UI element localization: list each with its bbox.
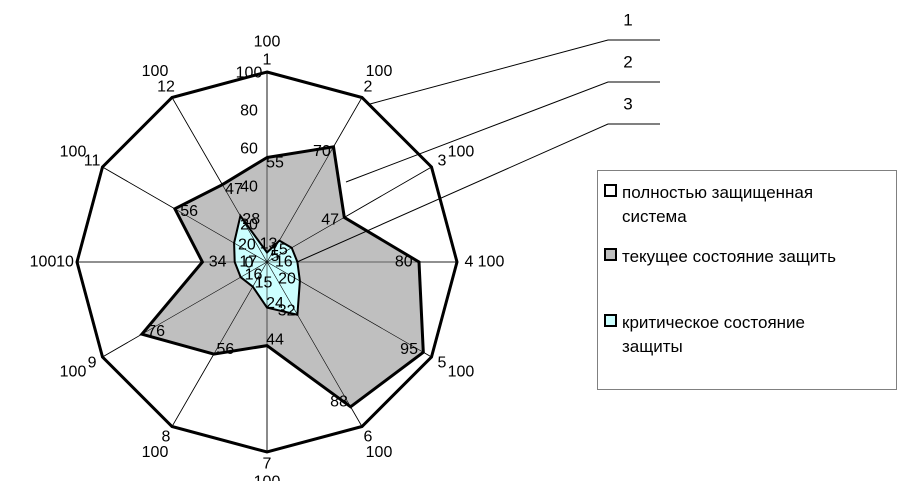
data-label-s3-11: 20 [238,237,256,254]
legend-swatch-current [604,248,617,261]
axis-label-1: 1 [263,52,272,69]
data-label-s3-10: 17 [239,254,257,271]
data-label-s2-3: 47 [321,212,339,229]
data-label-s1-7: 100 [254,474,281,481]
data-label-s3-9: 16 [245,267,263,284]
axis-label-2: 2 [364,79,373,96]
axis-label-6: 6 [364,428,373,445]
legend-swatch-full [604,184,617,197]
scale-tick-0: 0 [245,255,254,272]
callout-leader-3 [296,123,660,263]
data-label-s1-4: 100 [478,254,505,271]
scale-tick-60: 60 [240,141,258,158]
data-label-s1-6: 100 [366,444,393,461]
data-label-s3-3: 15 [270,241,288,258]
data-label-s3-7: 24 [266,295,284,312]
axis-label-4: 4 [465,254,474,271]
data-label-s1-10: 100 [30,254,57,271]
legend-label-current: текущее состояние защить [622,247,836,266]
data-label-s1-11: 100 [60,144,87,161]
axis-label-10: 10 [56,254,74,271]
spoke-overlay-8 [171,261,268,427]
axis-label-5: 5 [437,355,446,372]
data-label-s3-2: 13 [260,236,278,253]
scale-tick-40: 40 [240,179,258,196]
axis-label-3: 3 [437,153,446,170]
axis-label-8: 8 [162,428,171,445]
legend-item-full-protection: полностью защищенная система [604,181,813,229]
data-label-s2-12: 47 [225,181,243,198]
data-label-s2-11: 56 [180,203,198,220]
data-label-s2-7: 44 [266,332,284,349]
data-label-s2-6: 88 [330,394,348,411]
axis-label-12: 12 [157,79,175,96]
data-label-s1-8: 100 [142,444,169,461]
callout-leader-2 [345,81,660,183]
scale-tick-80: 80 [240,103,258,120]
legend-item-current-state: текущее состояние защить [604,245,836,269]
callout-leader-1 [369,39,660,105]
data-label-s2-5: 95 [400,341,418,358]
legend: полностью защищенная система текущее сост… [597,170,897,390]
axis-label-11: 11 [84,153,101,170]
legend-label-critical-line1: критическое состояние [622,313,805,332]
legend-label-critical-line2: защиты [622,337,683,356]
spoke-overlay-9 [102,261,268,358]
callout-label-1: 1 [623,11,632,30]
spoke-overlay-11 [102,166,268,263]
data-label-s1-12: 100 [142,63,169,80]
data-label-s3-6: 32 [278,303,296,320]
data-label-s1-2: 100 [366,63,393,80]
data-label-s3-1: 5 [271,248,280,265]
data-label-s2-9: 76 [147,323,165,340]
data-label-s1-9: 100 [60,364,87,381]
data-label-s2-8: 56 [217,341,235,358]
data-label-s2-2: 70 [313,143,331,160]
scale-tick-100: 100 [236,65,263,82]
axis-label-9: 9 [88,355,97,372]
data-label-s3-4: 16 [275,254,293,271]
callout-label-3: 3 [623,95,632,114]
legend-label-full-line2: система [622,207,687,226]
spoke-overlay-2 [266,97,363,263]
data-label-s1-5: 100 [448,364,475,381]
legend-item-critical-state: критическое состояние защиты [604,311,805,359]
data-label-s3-5: 20 [278,270,296,287]
data-label-s3-8: 15 [255,275,273,292]
legend-label-full-line1: полностью защищенная [622,183,814,202]
axis-label-7: 7 [263,456,272,473]
callout-label-2: 2 [623,53,632,72]
scale-tick-20: 20 [240,217,258,234]
spoke-overlay-6 [266,261,363,427]
legend-swatch-critical [604,314,617,327]
data-label-s3-12: 28 [242,211,260,228]
data-label-s1-3: 100 [448,144,475,161]
data-label-s2-10: 34 [209,254,227,271]
spoke-overlay-5 [266,261,432,358]
data-label-s2-4: 80 [395,254,413,271]
spoke-overlay-12 [171,97,268,263]
spoke-overlay-3 [266,166,432,263]
data-label-s1-1: 100 [254,34,281,51]
data-label-s2-1: 55 [266,154,284,171]
